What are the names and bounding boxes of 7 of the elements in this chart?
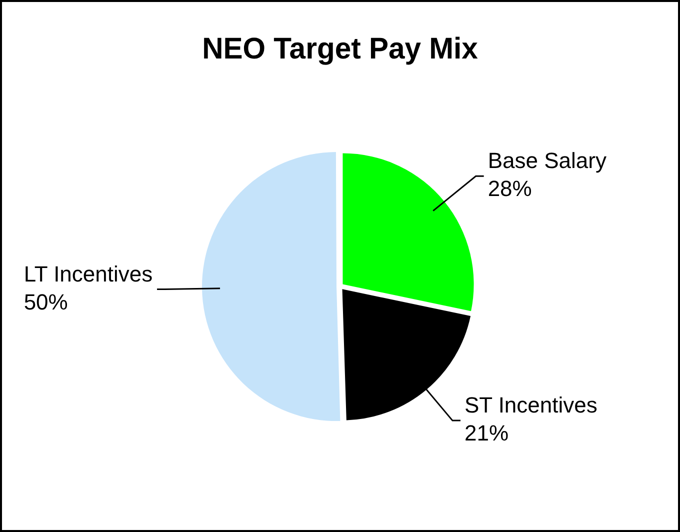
- data-label: 28%: [488, 176, 532, 202]
- slice-label: ST Incentives: [464, 392, 598, 418]
- slice-label: LT Incentives: [24, 261, 153, 286]
- data-label: 50%: [24, 289, 68, 314]
- slice-label: Base Salary: [488, 148, 606, 174]
- chart-title: NEO Target Pay Mix: [202, 32, 478, 66]
- data-label: 21%: [464, 420, 509, 446]
